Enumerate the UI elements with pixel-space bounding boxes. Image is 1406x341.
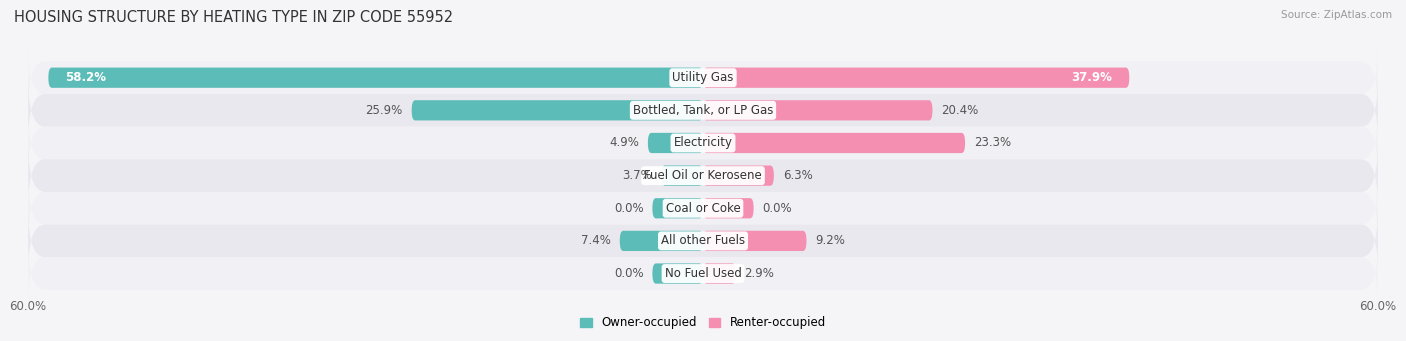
FancyBboxPatch shape [661, 165, 703, 186]
FancyBboxPatch shape [703, 198, 754, 218]
FancyBboxPatch shape [620, 231, 703, 251]
Legend: Owner-occupied, Renter-occupied: Owner-occupied, Renter-occupied [575, 312, 831, 334]
FancyBboxPatch shape [703, 165, 773, 186]
FancyBboxPatch shape [28, 78, 1378, 143]
FancyBboxPatch shape [48, 68, 703, 88]
FancyBboxPatch shape [648, 133, 703, 153]
FancyBboxPatch shape [28, 45, 1378, 110]
Text: 6.3%: 6.3% [783, 169, 813, 182]
Text: 25.9%: 25.9% [366, 104, 402, 117]
FancyBboxPatch shape [703, 231, 807, 251]
Text: 37.9%: 37.9% [1071, 71, 1112, 84]
Text: 3.7%: 3.7% [623, 169, 652, 182]
FancyBboxPatch shape [412, 100, 703, 120]
Text: Fuel Oil or Kerosene: Fuel Oil or Kerosene [644, 169, 762, 182]
Text: 9.2%: 9.2% [815, 234, 845, 247]
Text: Bottled, Tank, or LP Gas: Bottled, Tank, or LP Gas [633, 104, 773, 117]
Text: 0.0%: 0.0% [762, 202, 792, 215]
Text: Source: ZipAtlas.com: Source: ZipAtlas.com [1281, 10, 1392, 20]
Text: No Fuel Used: No Fuel Used [665, 267, 741, 280]
FancyBboxPatch shape [703, 100, 932, 120]
FancyBboxPatch shape [28, 110, 1378, 176]
Text: 58.2%: 58.2% [65, 71, 107, 84]
FancyBboxPatch shape [652, 263, 703, 284]
Text: 0.0%: 0.0% [614, 202, 644, 215]
FancyBboxPatch shape [703, 133, 965, 153]
Text: Utility Gas: Utility Gas [672, 71, 734, 84]
FancyBboxPatch shape [703, 68, 1129, 88]
Text: Electricity: Electricity [673, 136, 733, 149]
Text: 23.3%: 23.3% [974, 136, 1011, 149]
Text: HOUSING STRUCTURE BY HEATING TYPE IN ZIP CODE 55952: HOUSING STRUCTURE BY HEATING TYPE IN ZIP… [14, 10, 453, 25]
FancyBboxPatch shape [28, 143, 1378, 208]
FancyBboxPatch shape [28, 176, 1378, 241]
FancyBboxPatch shape [703, 263, 735, 284]
Text: 2.9%: 2.9% [745, 267, 775, 280]
Text: Coal or Coke: Coal or Coke [665, 202, 741, 215]
Text: 4.9%: 4.9% [609, 136, 638, 149]
FancyBboxPatch shape [28, 241, 1378, 306]
Text: 7.4%: 7.4% [581, 234, 610, 247]
FancyBboxPatch shape [28, 208, 1378, 273]
Text: All other Fuels: All other Fuels [661, 234, 745, 247]
Text: 0.0%: 0.0% [614, 267, 644, 280]
FancyBboxPatch shape [652, 198, 703, 218]
Text: 20.4%: 20.4% [942, 104, 979, 117]
